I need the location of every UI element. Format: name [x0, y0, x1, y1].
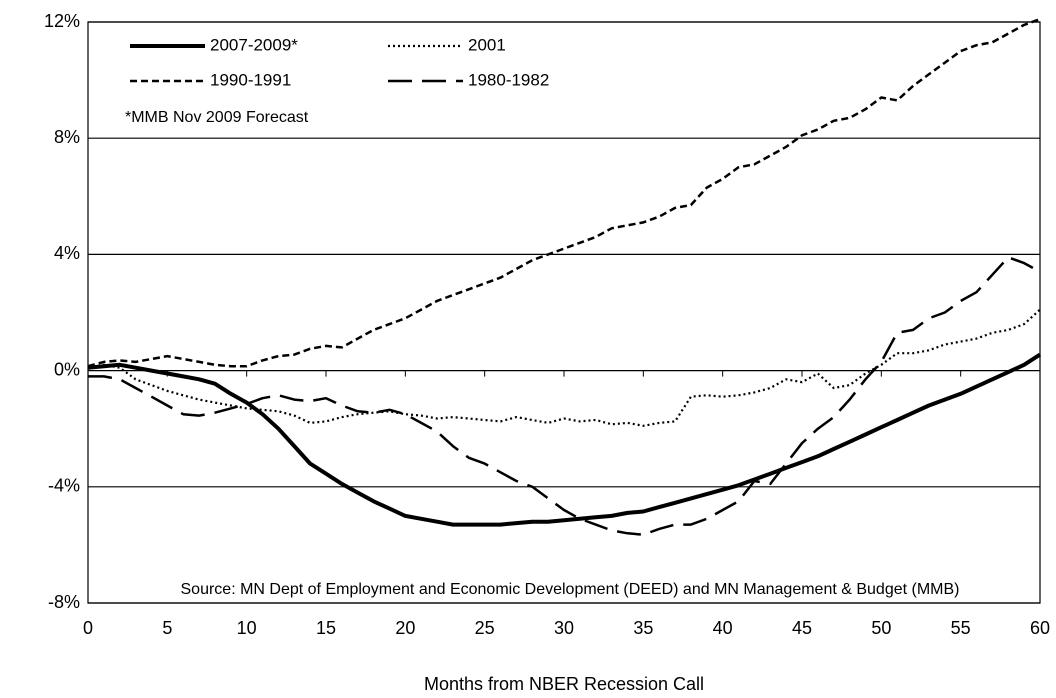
y-tick-label: 0%: [54, 359, 80, 379]
x-tick-label: 55: [951, 618, 971, 638]
series-line: [87, 352, 1042, 527]
x-tick-label: 0: [83, 618, 93, 638]
legend-label: 2001: [468, 35, 506, 54]
legend-label: 1980-1982: [468, 70, 549, 89]
x-tick-label: 10: [237, 618, 257, 638]
legend-label: 2007-2009*: [210, 35, 298, 54]
x-tick-label: 25: [475, 618, 495, 638]
x-axis-label: Months from NBER Recession Call: [424, 674, 704, 694]
x-tick-label: 45: [792, 618, 812, 638]
x-tick-label: 20: [395, 618, 415, 638]
x-tick-label: 35: [633, 618, 653, 638]
legend-label: 1990-1991: [210, 70, 291, 89]
y-tick-label: -8%: [48, 592, 80, 612]
source: Source: MN Dept of Employment and Econom…: [181, 581, 960, 598]
y-tick-label: -4%: [48, 476, 80, 496]
y-tick-label: 4%: [54, 243, 80, 263]
x-tick-label: 15: [316, 618, 336, 638]
x-tick-label: 50: [871, 618, 891, 638]
note: *MMB Nov 2009 Forecast: [125, 109, 309, 126]
x-tick-label: 30: [554, 618, 574, 638]
series-line: [88, 256, 1041, 536]
x-tick-label: 5: [162, 618, 172, 638]
y-tick-label: 8%: [54, 127, 80, 147]
y-tick-label: 12%: [44, 11, 80, 31]
series-line: [87, 308, 1041, 427]
series-line: [87, 17, 1041, 368]
x-tick-label: 40: [713, 618, 733, 638]
x-tick-label: 60: [1030, 618, 1050, 638]
